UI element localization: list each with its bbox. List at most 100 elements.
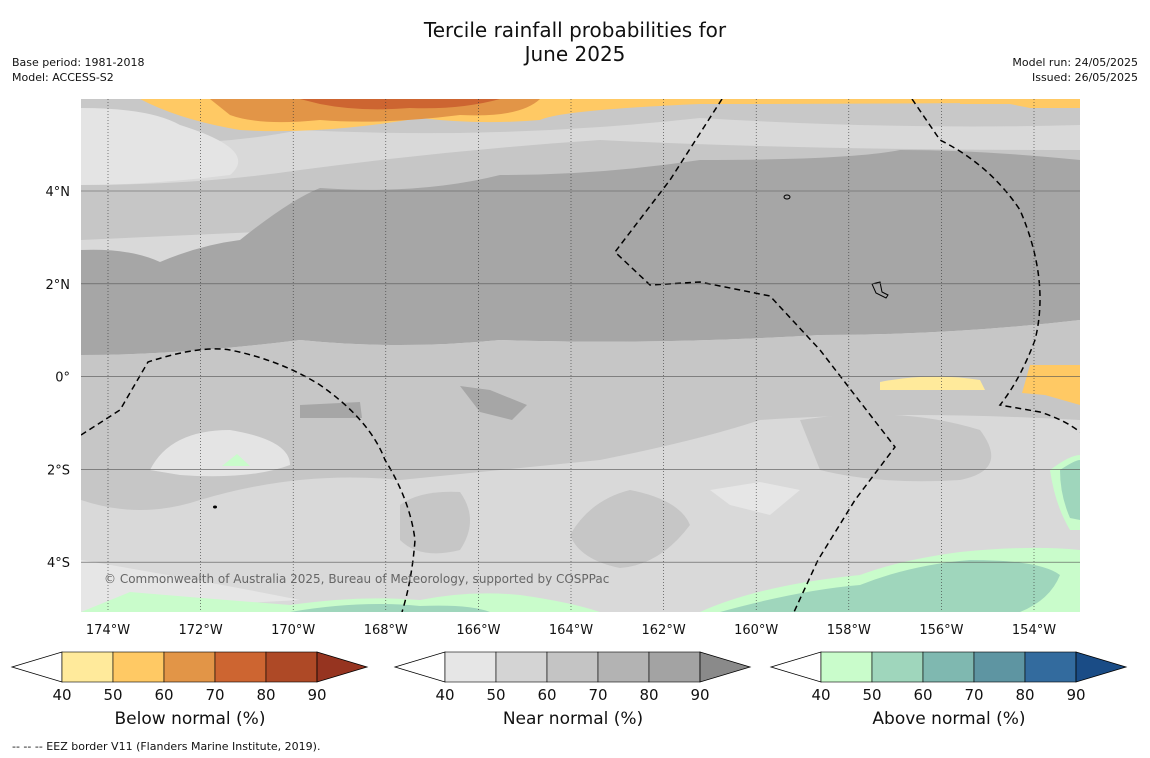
- above-normal-small-patch: [222, 454, 250, 466]
- colorbar-segment: [214, 651, 267, 683]
- colorbar-tick-label: 70: [205, 686, 224, 704]
- lat-tick-label: 2°S: [47, 463, 70, 478]
- colorbar-tick-label: 40: [811, 686, 830, 704]
- eez-border-central: [613, 99, 896, 612]
- colorbar-segment: [61, 651, 114, 683]
- near-normal-light-patch-s: [710, 482, 800, 515]
- colorbar-segment: [265, 651, 318, 683]
- colorbar-tick-label: 60: [154, 686, 173, 704]
- colorbar-segment: [871, 651, 924, 683]
- map-plot-area: [81, 99, 1080, 612]
- below-normal-top-east: [960, 99, 1080, 108]
- meta-left: Base period: 1981-2018 Model: ACCESS-S2: [12, 55, 144, 85]
- model-run: Model run: 24/05/2025: [1012, 56, 1138, 69]
- model-name: Model: ACCESS-S2: [12, 71, 114, 84]
- colorbar-segment: [495, 651, 548, 683]
- colorbar-segment: [597, 651, 650, 683]
- colorbar-extend-high: [316, 651, 369, 683]
- colorbar-segment: [112, 651, 165, 683]
- colorbar-above: 40 50 60 70 80 90: [769, 651, 1128, 704]
- colorbar-tick-label: 80: [256, 686, 275, 704]
- colorbar-segment: [546, 651, 599, 683]
- lon-tick-label: 160°W: [734, 623, 778, 638]
- colorbar-segment: [820, 651, 873, 683]
- above-normal-south-east-core: [720, 560, 1060, 612]
- colorbar-tick-label: 70: [964, 686, 983, 704]
- lat-tick-label: 4°S: [47, 556, 70, 571]
- colorbar-tick-label: 60: [537, 686, 556, 704]
- near-normal-patch-south-2: [400, 491, 470, 554]
- near-normal-dark-patch-1: [300, 402, 362, 418]
- near-normal-high-band: [81, 150, 1080, 355]
- lon-tick-label: 174°W: [86, 623, 130, 638]
- lat-tick-label: 2°N: [46, 278, 71, 293]
- near-normal-dark-patch-2: [460, 386, 527, 420]
- colorbars: 40 50 60 70 80 90 40 50 60 70 80 90 40 50 60 70 80 90: [10, 651, 1128, 704]
- near-normal-patch-east: [800, 414, 992, 482]
- below-normal-top-peak: [300, 99, 500, 110]
- lon-tick-label: 168°W: [364, 623, 408, 638]
- colorbar-tick-label: 40: [52, 686, 71, 704]
- colorbar-extend-low: [769, 651, 822, 683]
- colorbar-extend-low: [10, 651, 63, 683]
- colorbar-extend-high: [699, 651, 752, 683]
- near-normal-light-patch-nw: [81, 108, 239, 185]
- eez-border-east: [911, 99, 1080, 433]
- colorbar-tick-label: 90: [1066, 686, 1085, 704]
- eez-border-west: [81, 348, 416, 612]
- colorbar-tick-label: 50: [862, 686, 881, 704]
- colorbar-segment: [1024, 651, 1077, 683]
- colorbar-tick-label: 80: [639, 686, 658, 704]
- lon-tick-label: 172°W: [179, 623, 223, 638]
- colorbar-tick-label: 50: [486, 686, 505, 704]
- lon-tick-label: 170°W: [271, 623, 315, 638]
- copyright-notice: © Commonwealth of Australia 2025, Bureau…: [104, 572, 609, 586]
- lon-tick-label: 164°W: [549, 623, 593, 638]
- colorbar-tick-label: 80: [1015, 686, 1034, 704]
- below-normal-east-patch: [1022, 365, 1080, 405]
- lon-tick-label: 158°W: [827, 623, 871, 638]
- latitude-labels: 4°N 2°N 0° 2°S 4°S: [46, 185, 71, 571]
- colorbar-tick-label: 50: [103, 686, 122, 704]
- lat-tick-label: 4°N: [46, 185, 71, 200]
- lon-tick-label: 162°W: [642, 623, 686, 638]
- colorbar-tick-label: 70: [588, 686, 607, 704]
- island-2: [871, 281, 889, 299]
- below-normal-east-light: [880, 376, 985, 390]
- above-normal-east-core: [1060, 460, 1080, 520]
- near-normal-patch-south-1: [570, 490, 690, 568]
- issued-date: Issued: 26/05/2025: [1031, 71, 1138, 84]
- colorbar-tick-label: 90: [690, 686, 709, 704]
- colorbar-segment: [163, 651, 216, 683]
- colorbar-extend-high: [1075, 651, 1128, 683]
- above-normal-south-west: [81, 592, 600, 612]
- title-line-1: Tercile rainfall probabilities for: [423, 18, 727, 42]
- colorbar-tick-label: 40: [435, 686, 454, 704]
- island-1: [783, 194, 791, 200]
- above-normal-south-west-core: [290, 604, 490, 612]
- title-line-2: June 2025: [524, 42, 626, 66]
- colorbar-tick-label: 60: [913, 686, 932, 704]
- colorbar-label-below: Below normal (%): [114, 709, 266, 729]
- gridlines: [81, 99, 1080, 612]
- lon-tick-label: 166°W: [456, 623, 500, 638]
- map-title: Tercile rainfall probabilities for June …: [0, 18, 1150, 66]
- island-3: [213, 505, 217, 509]
- lon-tick-label: 154°W: [1012, 623, 1056, 638]
- colorbar-tick-label: 90: [307, 686, 326, 704]
- meta-right: Model run: 24/05/2025 Issued: 26/05/2025: [1012, 55, 1138, 85]
- colorbar-label-near: Near normal (%): [502, 709, 644, 729]
- colorbar-below: 40 50 60 70 80 90: [10, 651, 369, 704]
- lon-tick-label: 156°W: [919, 623, 963, 638]
- near-normal-light-patch-sw: [150, 430, 290, 477]
- eez-footnote: -- -- -- EEZ border V11 (Flanders Marine…: [12, 740, 321, 753]
- colorbar-segment: [648, 651, 701, 683]
- colorbar-near: 40 50 60 70 80 90: [393, 651, 752, 704]
- colorbar-segment: [922, 651, 975, 683]
- colorbar-extend-low: [393, 651, 446, 683]
- base-period: Base period: 1981-2018: [12, 56, 145, 69]
- near-normal-band-equator: [81, 320, 1080, 510]
- colorbar-segment: [973, 651, 1026, 683]
- colorbar-label-above: Above normal (%): [872, 709, 1026, 729]
